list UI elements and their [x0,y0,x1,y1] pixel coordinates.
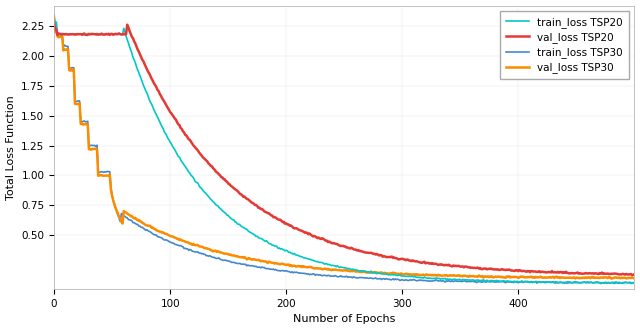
val_loss TSP30 [630,277,638,280]
train_loss TSP20 [531,280,538,284]
train_loss TSP30 [531,280,538,284]
val_loss TSP30 [607,277,615,280]
train_loss TSP30 [597,281,605,285]
train_loss TSP20 [51,18,58,22]
Line: train_loss TSP20: train_loss TSP20 [54,20,634,283]
Legend: train_loss TSP20, val_loss TSP20, train_loss TSP30, val_loss TSP30: train_loss TSP20, val_loss TSP20, train_… [500,11,629,80]
val_loss TSP20 [194,149,202,153]
val_loss TSP30 [51,16,58,20]
val_loss TSP30 [424,273,431,277]
train_loss TSP20 [218,209,226,213]
train_loss TSP30 [424,279,431,283]
val_loss TSP20 [628,273,636,277]
train_loss TSP20 [431,277,438,280]
train_loss TSP20 [194,181,202,185]
train_loss TSP30 [218,258,226,262]
val_loss TSP20 [630,272,638,276]
Y-axis label: Total Loss Function: Total Loss Function [6,95,15,200]
train_loss TSP20 [424,276,431,280]
val_loss TSP20 [531,270,538,274]
train_loss TSP30 [630,281,638,285]
val_loss TSP30 [431,273,438,277]
val_loss TSP20 [218,176,226,180]
train_loss TSP30 [51,14,58,17]
val_loss TSP20 [424,261,431,265]
val_loss TSP30 [262,259,269,263]
train_loss TSP30 [431,279,438,283]
val_loss TSP20 [51,21,58,25]
train_loss TSP20 [262,240,269,244]
Line: val_loss TSP30: val_loss TSP30 [54,18,634,279]
train_loss TSP30 [194,250,202,254]
val_loss TSP30 [531,276,538,280]
val_loss TSP30 [218,251,226,255]
val_loss TSP30 [194,243,202,247]
X-axis label: Number of Epochs: Number of Epochs [293,314,396,324]
train_loss TSP20 [627,281,635,285]
train_loss TSP30 [262,266,269,270]
val_loss TSP20 [431,262,438,266]
Line: val_loss TSP20: val_loss TSP20 [54,23,634,275]
Line: train_loss TSP30: train_loss TSP30 [54,16,634,283]
train_loss TSP20 [630,281,638,285]
val_loss TSP20 [262,210,269,214]
